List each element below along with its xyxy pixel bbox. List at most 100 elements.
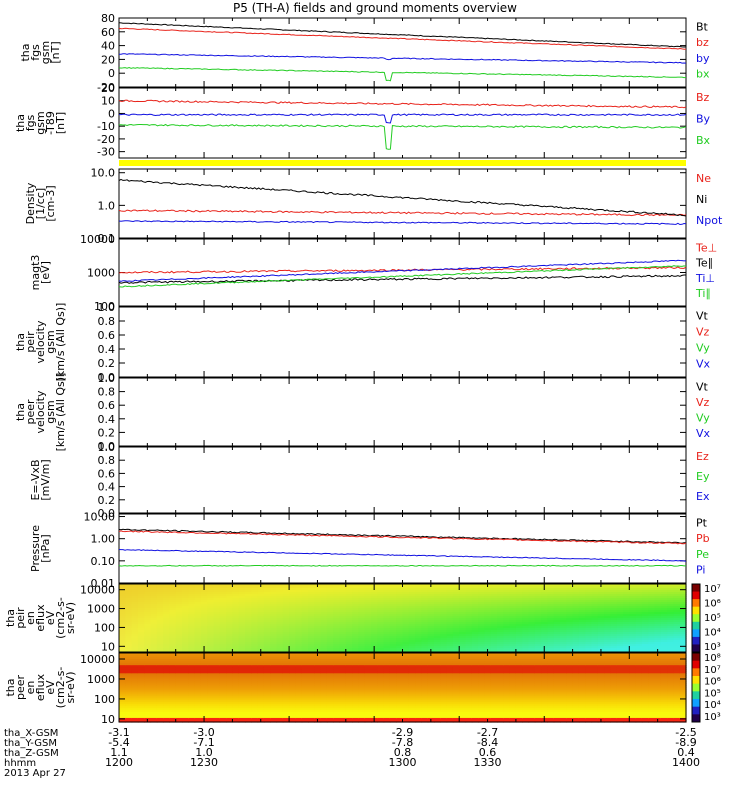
heatmap-cell bbox=[459, 586, 467, 589]
heatmap-cell bbox=[301, 665, 309, 668]
heatmap-cell bbox=[673, 648, 681, 651]
heatmap-cell bbox=[358, 606, 366, 609]
heatmap-cell bbox=[497, 634, 504, 637]
heatmap-cell bbox=[200, 669, 208, 672]
legend-entry: Bz bbox=[696, 91, 710, 104]
heatmap-cell bbox=[648, 606, 656, 609]
heatmap-cell bbox=[295, 638, 303, 641]
heatmap-cell bbox=[471, 594, 479, 597]
heatmap-cell bbox=[289, 659, 296, 662]
heatmap-cell bbox=[245, 608, 252, 611]
heatmap-cell bbox=[125, 653, 133, 656]
heatmap-cell bbox=[560, 592, 567, 595]
heatmap-cell bbox=[358, 588, 366, 591]
heatmap-cell bbox=[358, 671, 366, 674]
heatmap-cell bbox=[251, 719, 259, 723]
heatmap-cell bbox=[591, 584, 599, 587]
heatmap-cell bbox=[610, 642, 618, 645]
heatmap-cell bbox=[301, 687, 309, 691]
heatmap-cell bbox=[276, 598, 284, 601]
heatmap-cell bbox=[251, 705, 259, 709]
heatmap-cell bbox=[207, 677, 215, 680]
heatmap-cell bbox=[308, 644, 315, 647]
heatmap-cell bbox=[560, 646, 567, 649]
heatmap-cell bbox=[194, 594, 202, 597]
heatmap-cell bbox=[182, 594, 189, 597]
heatmap-cell bbox=[434, 636, 441, 639]
heatmap-cell bbox=[623, 626, 630, 629]
heatmap-cell bbox=[289, 628, 296, 631]
heatmap-cell bbox=[276, 701, 284, 705]
heatmap-cell bbox=[660, 628, 668, 631]
heatmap-cell bbox=[673, 634, 681, 637]
heatmap-cell bbox=[515, 616, 523, 619]
heatmap-cell bbox=[163, 705, 170, 709]
heatmap-cell bbox=[282, 687, 290, 691]
heatmap-cell bbox=[150, 709, 158, 713]
heatmap-cell bbox=[352, 590, 359, 593]
heatmap-cell bbox=[352, 644, 359, 647]
heatmap-cell bbox=[163, 600, 170, 603]
heatmap-cell bbox=[446, 618, 454, 621]
heatmap-cell bbox=[654, 622, 662, 625]
heatmap-cell bbox=[345, 620, 353, 623]
heatmap-cell bbox=[333, 646, 341, 649]
heatmap-cell bbox=[263, 691, 271, 695]
heatmap-cell bbox=[213, 602, 221, 605]
heatmap-cell bbox=[635, 636, 643, 639]
heatmap-cell bbox=[207, 634, 215, 637]
heatmap-cell bbox=[478, 584, 485, 587]
series-line-Bt bbox=[118, 22, 687, 48]
series-line-Npot bbox=[118, 220, 687, 226]
heatmap-cell bbox=[163, 616, 170, 619]
heatmap-cell bbox=[119, 673, 126, 676]
heatmap-cell bbox=[295, 669, 303, 672]
heatmap-cell bbox=[358, 657, 366, 660]
heatmap-cell bbox=[660, 644, 668, 647]
heatmap-cell bbox=[163, 695, 170, 699]
heatmap-cell bbox=[572, 584, 580, 587]
heatmap-cell bbox=[245, 624, 252, 627]
heatmap-cell bbox=[156, 685, 164, 689]
heatmap-cell bbox=[383, 588, 391, 591]
heatmap-cell bbox=[534, 650, 542, 653]
heatmap-cell bbox=[119, 693, 126, 697]
heatmap-cell bbox=[295, 685, 303, 689]
heatmap-cell bbox=[200, 602, 208, 605]
heatmap-cell bbox=[358, 624, 366, 627]
heatmap-cell bbox=[585, 646, 593, 649]
heatmap-cell bbox=[434, 626, 441, 629]
heatmap-cell bbox=[629, 648, 637, 651]
heatmap-cell bbox=[578, 598, 586, 601]
heatmap-cell bbox=[232, 608, 240, 611]
heatmap-cell bbox=[553, 598, 561, 601]
heatmap-cell bbox=[515, 622, 523, 625]
heatmap-cell bbox=[226, 594, 233, 597]
heatmap-cell bbox=[585, 594, 593, 597]
heatmap-cell bbox=[648, 600, 656, 603]
heatmap-cell bbox=[604, 598, 611, 601]
heatmap-cell bbox=[125, 616, 133, 619]
heatmap-cell bbox=[131, 632, 139, 635]
heatmap-cell bbox=[389, 650, 397, 653]
heatmap-cell bbox=[333, 715, 341, 719]
heatmap-cell bbox=[144, 632, 152, 635]
heatmap-cell bbox=[326, 608, 334, 611]
heatmap-cell bbox=[270, 628, 278, 631]
heatmap-cell bbox=[597, 590, 605, 593]
heatmap-cell bbox=[169, 711, 177, 715]
heatmap-cell bbox=[591, 638, 599, 641]
heatmap-cell bbox=[547, 644, 555, 647]
y-tick-label: 0 bbox=[108, 107, 115, 120]
heatmap-cell bbox=[282, 709, 290, 713]
heatmap-cell bbox=[616, 630, 624, 633]
heatmap-cell bbox=[213, 630, 221, 633]
heatmap-cell bbox=[383, 636, 391, 639]
heatmap-cell bbox=[245, 588, 252, 591]
heatmap-cell bbox=[226, 659, 233, 662]
heatmap-cell bbox=[440, 646, 448, 649]
heatmap-cell bbox=[163, 602, 170, 605]
heatmap-cell bbox=[402, 616, 410, 619]
heatmap-cell bbox=[194, 703, 202, 707]
heatmap-cell bbox=[553, 644, 561, 647]
